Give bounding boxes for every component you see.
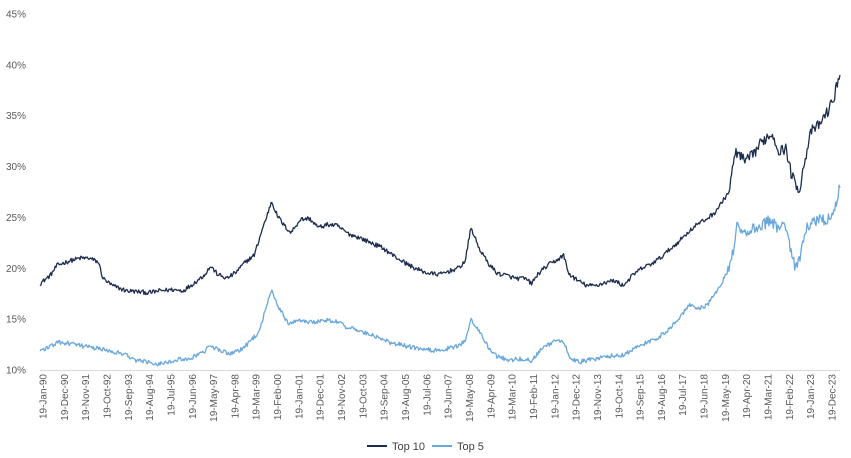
x-tick-label: 19-Jul-06	[422, 374, 433, 416]
x-tick-label: 19-Jan-90	[39, 374, 50, 419]
y-tick-label: 15%	[6, 315, 26, 326]
x-tick-label: 19-Aug-94	[145, 374, 156, 421]
x-tick-label: 19-Feb-22	[785, 374, 796, 421]
series-line-top-10	[39, 74, 841, 296]
y-tick-label: 25%	[6, 213, 26, 224]
x-tick-label: 19-Apr-20	[742, 374, 753, 419]
x-tick-label: 19-Aug-05	[401, 374, 412, 421]
x-tick-label: 19-Feb-11	[529, 374, 540, 420]
x-tick-label: 19-Mar-10	[508, 374, 519, 421]
x-tick-label: 19-Mar-21	[764, 374, 775, 421]
y-tick-label: 35%	[6, 111, 26, 122]
x-tick-label: 19-Sep-93	[124, 374, 135, 421]
series-line-top-5	[39, 184, 841, 367]
x-tick-label: 19-Mar-99	[252, 374, 263, 421]
x-tick-label: 19-Jul-17	[678, 374, 689, 416]
x-tick-label: 19-Sep-04	[380, 374, 391, 421]
x-tick-label: 19-Nov-91	[81, 374, 92, 421]
x-tick-label: 19-Feb-00	[273, 374, 284, 421]
x-tick-label: 19-Nov-02	[337, 374, 348, 421]
x-tick-label: 19-May-08	[465, 374, 476, 422]
x-tick-label: 19-Jan-01	[294, 374, 305, 419]
x-tick-label: 19-Oct-03	[358, 374, 369, 419]
y-tick-label: 10%	[6, 366, 26, 377]
x-tick-label: 19-Sep-15	[636, 374, 647, 421]
y-tick-label: 20%	[6, 264, 26, 275]
series-layer	[39, 74, 841, 367]
x-tick-label: 19-Nov-13	[593, 374, 604, 421]
x-tick-label: 19-Oct-14	[614, 374, 625, 419]
legend-label: Top 10	[392, 441, 425, 453]
x-tick-label: 19-Dec-90	[60, 374, 71, 421]
x-tick-label: 19-Apr-98	[230, 374, 241, 419]
x-tick-label: 19-Jun-96	[188, 374, 199, 419]
x-tick-label: 19-May-97	[209, 374, 220, 422]
x-tick-label: 19-Dec-12	[572, 374, 583, 421]
x-tick-label: 19-Jun-18	[700, 374, 711, 419]
legend-label: Top 5	[457, 441, 484, 453]
x-tick-label: 19-May-19	[721, 374, 732, 422]
x-tick-label: 19-Dec-01	[316, 374, 327, 421]
y-tick-label: 30%	[6, 162, 26, 173]
x-tick-label: 19-Apr-09	[486, 374, 497, 419]
y-axis: 10% 15% 20% 25% 30% 35% 40% 45%	[6, 10, 26, 377]
y-tick-label: 40%	[6, 60, 26, 71]
x-tick-label: 19-Jan-23	[806, 374, 817, 419]
x-tick-label: 19-Jan-12	[550, 374, 561, 419]
legend: Top 10 Top 5	[367, 441, 484, 453]
x-tick-label: 19-Jul-95	[166, 374, 177, 416]
x-tick-label: 19-Aug-16	[657, 374, 668, 421]
x-tick-label: 19-Dec-23	[828, 374, 839, 421]
x-tick-label: 19-Jun-07	[444, 374, 455, 419]
x-tick-label: 19-Oct-92	[102, 374, 113, 419]
y-tick-label: 45%	[6, 10, 26, 21]
x-axis: 19-Jan-90 19-Dec-90 19-Nov-91 19-Oct-92 19-S…	[39, 370, 840, 422]
